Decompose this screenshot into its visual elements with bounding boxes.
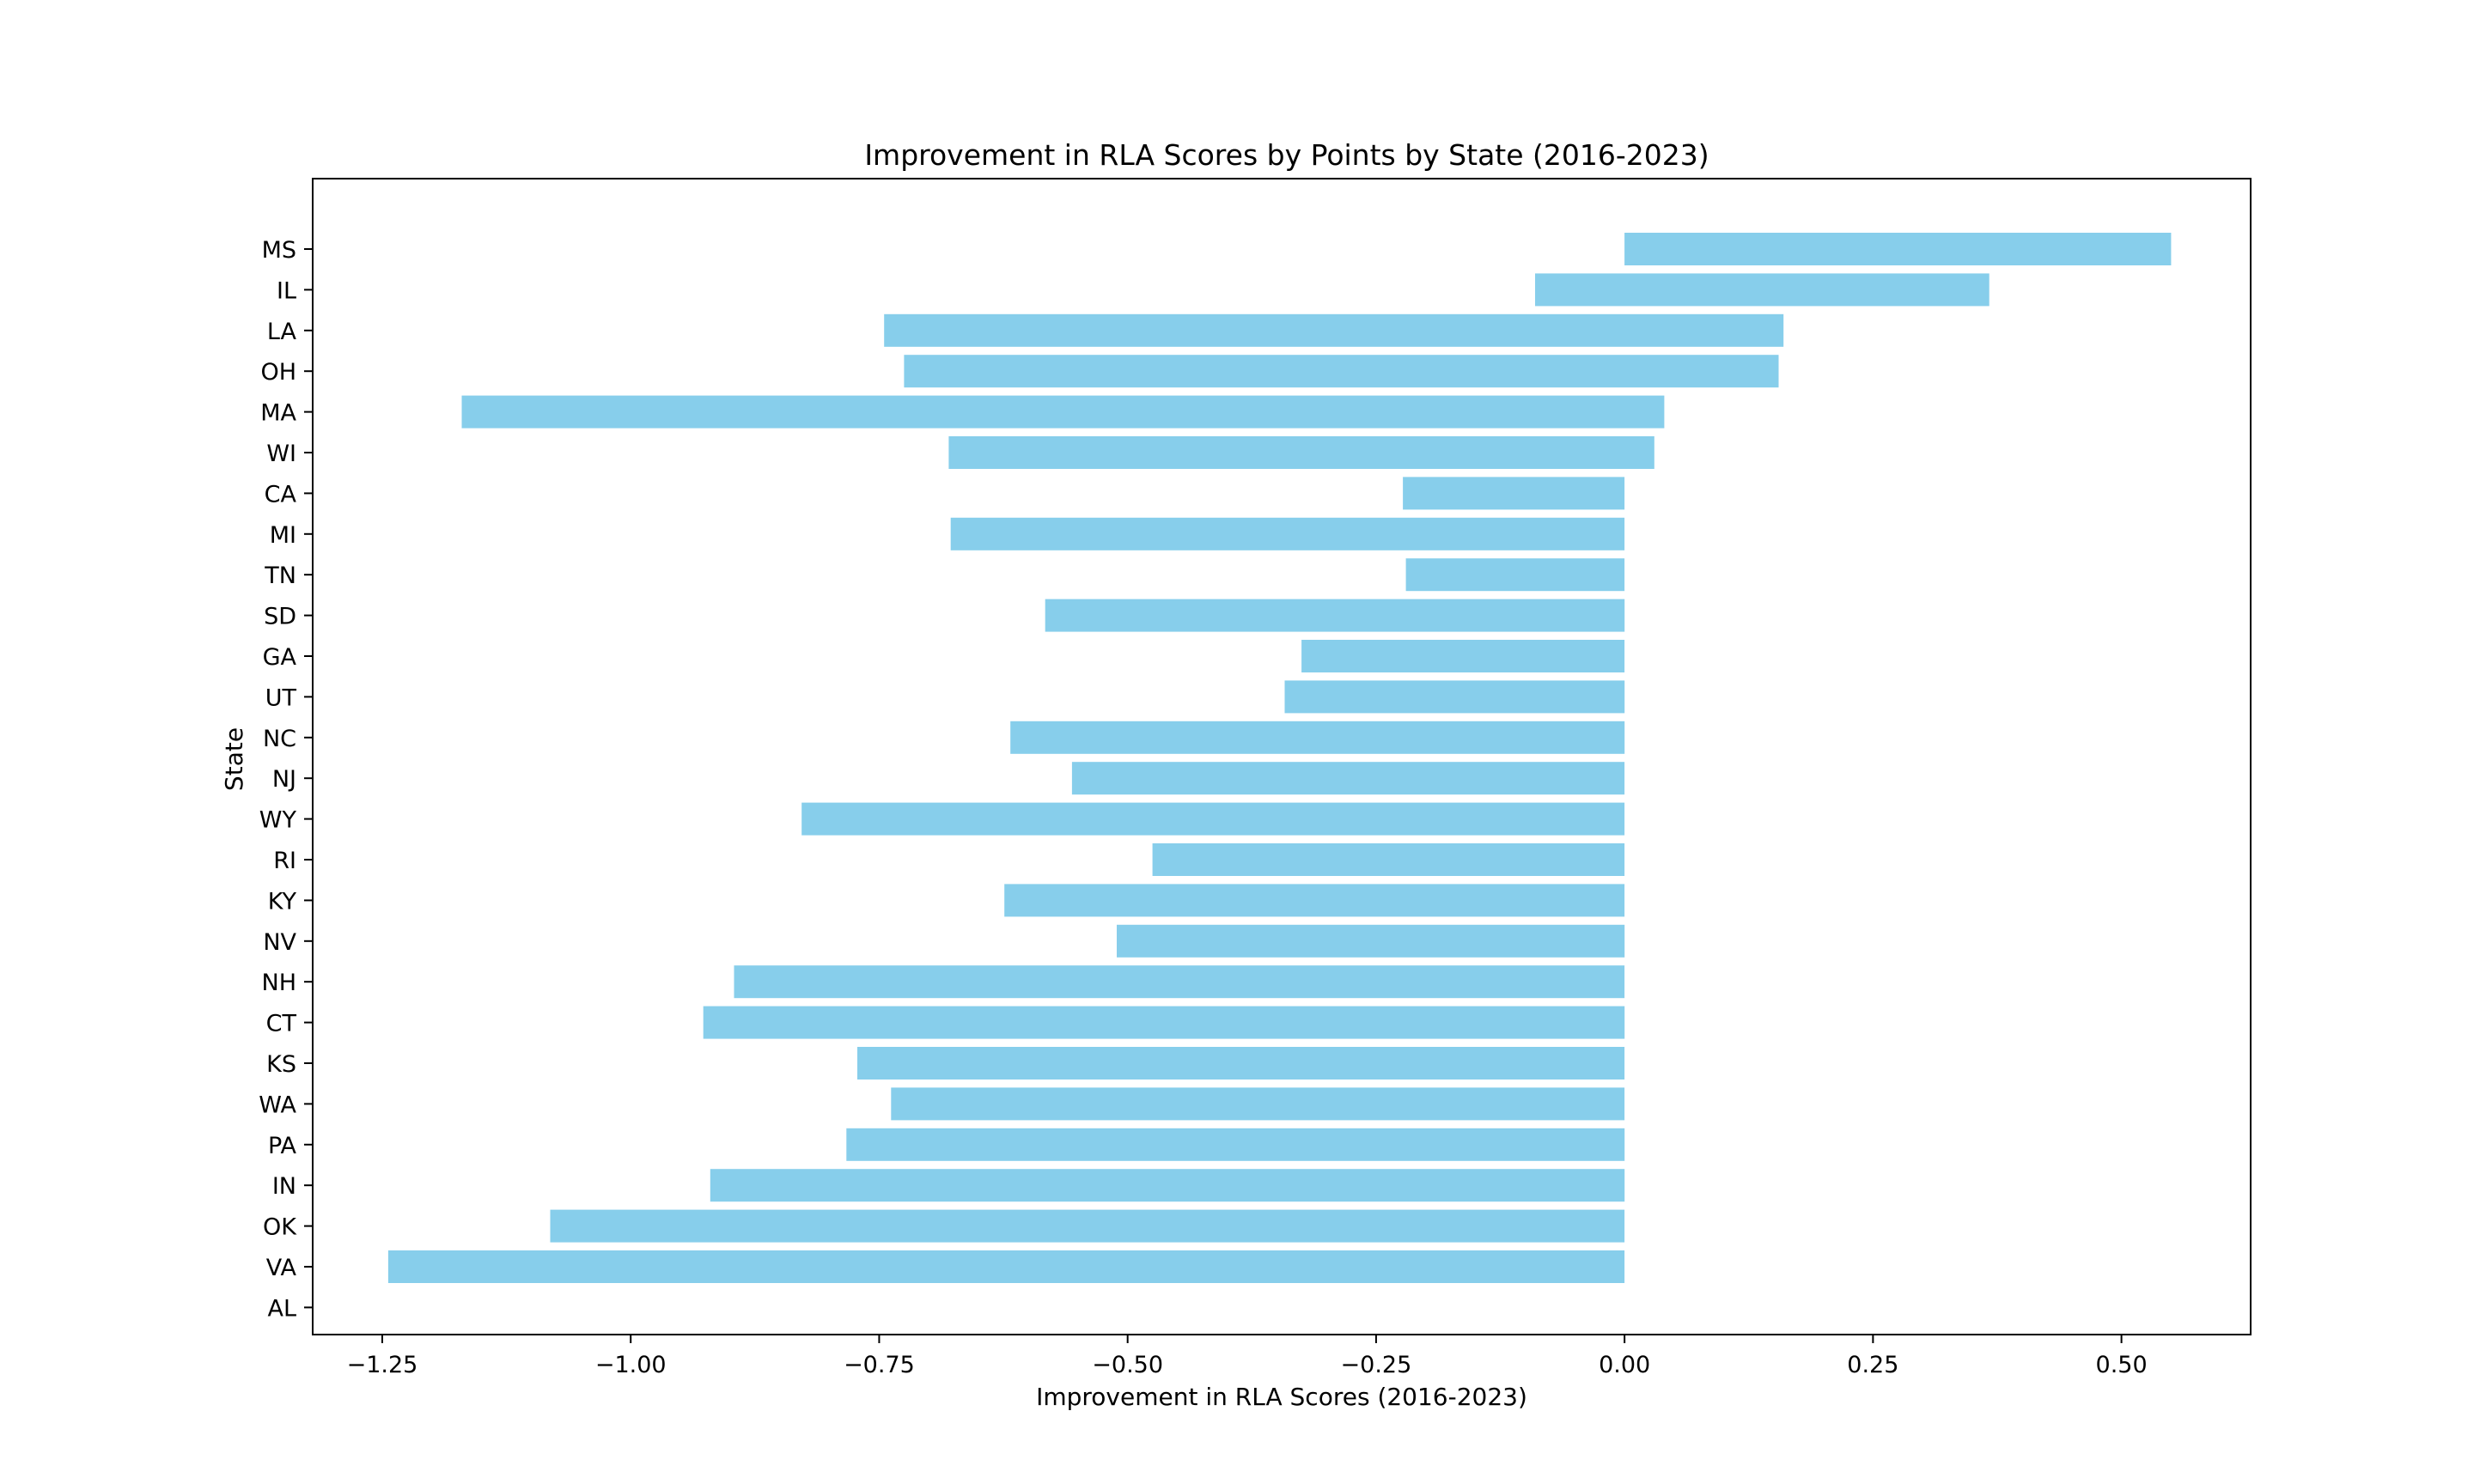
bar-ga: [1301, 640, 1625, 672]
bar-tn: [1405, 558, 1625, 592]
bar-mi: [950, 517, 1625, 550]
y-tick-label: CT: [266, 1011, 297, 1037]
y-tick-label: UT: [265, 684, 297, 711]
y-tick-label: MA: [260, 400, 296, 427]
y-tick-label: CA: [265, 481, 297, 508]
y-tick-label: WI: [266, 441, 296, 467]
bar-il: [1535, 273, 1990, 307]
bar-nc: [1010, 721, 1625, 754]
y-tick-label: NC: [263, 726, 296, 752]
y-tick-label: KS: [266, 1051, 296, 1078]
bar-ma: [461, 395, 1665, 429]
bar-ca: [1403, 477, 1625, 510]
bar-sd: [1045, 599, 1625, 632]
bar-in: [710, 1169, 1625, 1202]
y-tick-label: NV: [263, 929, 296, 956]
y-tick-label: GA: [263, 644, 297, 671]
x-tick-label: −0.50: [1092, 1352, 1163, 1378]
x-tick-label: −1.25: [347, 1352, 418, 1378]
y-tick-label: AL: [267, 1295, 296, 1322]
bar-ut: [1284, 680, 1625, 714]
y-tick-label: SD: [264, 604, 296, 630]
bar-ks: [857, 1047, 1625, 1080]
bar-nv: [1117, 924, 1625, 958]
y-tick-label: IN: [272, 1173, 296, 1200]
bar-ct: [703, 1006, 1625, 1039]
x-tick-label: −0.75: [844, 1352, 915, 1378]
bar-wy: [801, 802, 1625, 836]
y-tick-label: NH: [262, 970, 297, 996]
y-tick-label: MI: [270, 522, 296, 549]
bar-oh: [904, 355, 1779, 388]
bar-ms: [1624, 233, 2172, 265]
y-axis-label: State: [220, 727, 248, 791]
bar-la: [884, 313, 1784, 347]
bar-wa: [891, 1087, 1625, 1121]
x-tick-label: 0.25: [1847, 1352, 1898, 1378]
bars-group: [387, 233, 2172, 1283]
bar-wi: [948, 436, 1654, 469]
x-tick-label: 0.50: [2096, 1352, 2148, 1378]
x-tick-label: −1.00: [595, 1352, 667, 1378]
y-tick-label: RI: [273, 848, 296, 874]
y-tick-label: TN: [264, 563, 296, 589]
y-axis-ticks: MS IL LA OH MA WI CA MI TN SD GA UT NC NJ WY RI KY NV NH CT…: [259, 237, 313, 1322]
y-tick-label: PA: [268, 1133, 297, 1159]
plot-frame: [312, 178, 2252, 1335]
bar-va: [387, 1250, 1625, 1283]
x-tick-label: −0.25: [1341, 1352, 1412, 1378]
x-axis-label: Improvement in RLA Scores (2016-2023): [1036, 1383, 1527, 1411]
y-tick-label: NJ: [272, 766, 296, 793]
y-tick-label: OK: [263, 1214, 297, 1241]
y-tick-label: MS: [262, 237, 296, 264]
bar-nh: [734, 965, 1625, 999]
y-tick-label: IL: [277, 277, 296, 304]
y-tick-label: WA: [259, 1092, 296, 1118]
bar-ri: [1152, 843, 1625, 876]
y-tick-label: WY: [259, 807, 297, 834]
y-tick-label: KY: [268, 888, 297, 915]
x-tick-label: 0.00: [1599, 1352, 1650, 1378]
bar-ok: [550, 1209, 1625, 1243]
y-tick-label: OH: [260, 359, 296, 386]
bar-nj: [1071, 762, 1625, 795]
bar-pa: [846, 1128, 1625, 1161]
bar-ky: [1004, 884, 1625, 917]
chart-title: Improvement in RLA Scores by Points by S…: [864, 138, 1709, 172]
y-tick-label: VA: [266, 1255, 297, 1281]
y-tick-label: LA: [267, 319, 297, 345]
x-axis-ticks: −1.25 −1.00 −0.75 −0.50 −0.25 0.00 0.25 0.50: [347, 1335, 2148, 1378]
